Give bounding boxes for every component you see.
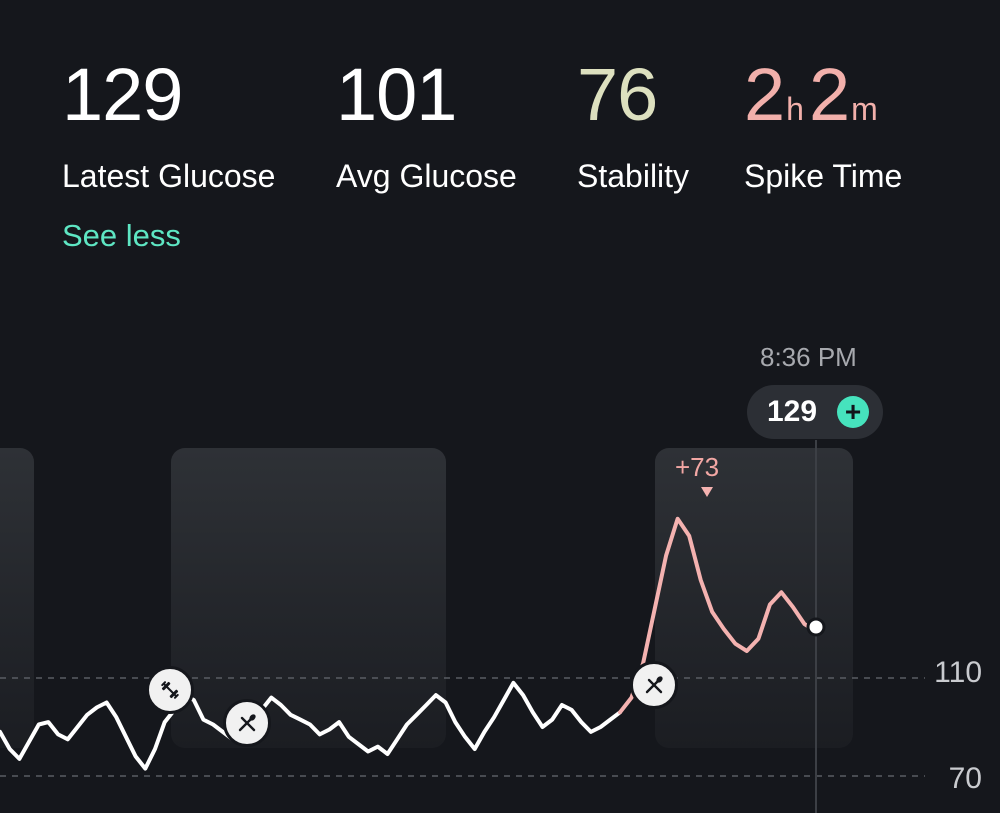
spike-hours: 2 [744, 53, 785, 136]
glucose-line [0, 680, 622, 771]
spike-minutes-unit: m [851, 91, 878, 127]
spike-delta-label: +73 [675, 452, 720, 482]
current-reading-value: 129 [767, 395, 818, 428]
latest-glucose-value: 129 [62, 53, 183, 136]
y-tick-label: 110 [934, 656, 982, 689]
plus-icon[interactable]: + [837, 396, 869, 428]
glucose-spike-line [618, 516, 818, 715]
spike-time-label: Spike Time [744, 158, 903, 194]
avg-glucose-label: Avg Glucose [336, 158, 517, 194]
spike-time-value: 2h2m [744, 55, 883, 149]
current-reading-pill[interactable]: 129 + [747, 385, 883, 439]
meal-marker[interactable] [223, 699, 271, 747]
spike-hours-unit: h [786, 91, 804, 127]
workout-marker[interactable] [146, 666, 194, 714]
spike-pointer-icon [701, 487, 713, 497]
current-reading-dot [806, 617, 826, 637]
y-tick-label: 70 [948, 762, 982, 795]
meal-marker[interactable] [630, 661, 678, 709]
avg-glucose-value: 101 [336, 53, 457, 136]
stability-value: 76 [577, 53, 658, 136]
meal-window-band-1 [0, 448, 34, 748]
fork-knife-icon [645, 676, 663, 694]
series-layer [0, 516, 818, 771]
meal-window-band-2 [171, 448, 446, 748]
fork-knife-icon [238, 714, 256, 732]
current-reading-time: 8:36 PM [760, 342, 857, 372]
meal-window-band-3 [655, 448, 853, 748]
stability-label: Stability [577, 158, 690, 194]
see-less-link[interactable]: See less [62, 218, 181, 253]
spike-minutes: 2 [808, 53, 850, 136]
latest-glucose-label: Latest Glucose [62, 158, 276, 194]
dumbbell-icon [161, 681, 179, 699]
